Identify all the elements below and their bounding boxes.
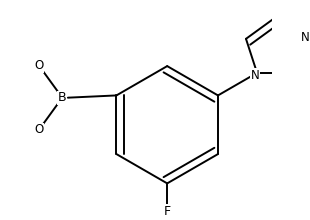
Text: N: N — [301, 31, 309, 44]
Text: B: B — [58, 91, 67, 104]
Text: O: O — [34, 123, 43, 136]
Text: N: N — [251, 69, 260, 82]
Text: O: O — [34, 59, 43, 72]
Text: F: F — [164, 205, 171, 218]
